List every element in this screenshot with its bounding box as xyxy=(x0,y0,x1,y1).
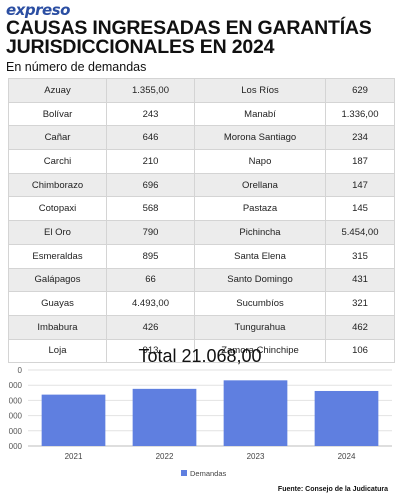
y-tick-label: 000 xyxy=(9,427,23,436)
province-name-cell: Napo xyxy=(194,149,326,174)
page-subtitle: En número de demandas xyxy=(6,60,147,74)
province-value-cell: 4.493,00 xyxy=(106,291,195,316)
province-name-cell: Azuay xyxy=(8,78,107,103)
province-name-cell: Santa Elena xyxy=(194,243,326,269)
bar xyxy=(314,390,379,446)
province-value-cell: 696 xyxy=(106,172,195,198)
x-tick-label: 2023 xyxy=(247,452,265,461)
table-row: Galápagos 66 Santo Domingo 431 xyxy=(8,267,395,293)
province-value-cell: 431 xyxy=(325,267,395,293)
bar xyxy=(223,380,288,446)
province-value-cell: 147 xyxy=(325,172,395,198)
province-value-cell: 5.454,00 xyxy=(325,220,395,245)
page-title: CAUSAS INGRESADAS EN GARANTÍAS JURISDICC… xyxy=(6,17,372,58)
province-name-cell: Morona Santiago xyxy=(194,125,326,151)
province-value-cell: 66 xyxy=(106,267,195,293)
x-tick-label: 2024 xyxy=(338,452,356,461)
province-name-cell: Sucumbíos xyxy=(194,291,326,316)
province-value-cell: 629 xyxy=(325,78,395,103)
x-tick-label: 2022 xyxy=(156,452,174,461)
province-name-cell: Guayas xyxy=(8,291,107,316)
province-value-cell: 234 xyxy=(325,125,395,151)
province-value-cell: 187 xyxy=(325,149,395,174)
province-name-cell: Galápagos xyxy=(8,267,107,293)
province-name-cell: Orellana xyxy=(194,172,326,198)
table-row: El Oro 790 Pichincha 5.454,00 xyxy=(8,220,395,245)
province-name-cell: Tungurahua xyxy=(194,314,326,340)
province-value-cell: 1.336,00 xyxy=(325,101,395,127)
y-tick-label: 000 xyxy=(9,442,23,451)
province-name-cell: Loja xyxy=(8,338,107,364)
province-value-cell: 790 xyxy=(106,220,195,245)
province-value-cell: 568 xyxy=(106,196,195,222)
y-tick-label: 000 xyxy=(9,396,23,405)
brand-logo: expreso xyxy=(6,1,70,19)
province-name-cell: Pichincha xyxy=(194,220,326,245)
table-row: Guayas 4.493,00 Sucumbíos 321 xyxy=(8,291,395,316)
province-value-cell: 210 xyxy=(106,149,195,174)
province-name-cell: Zamora Chinchipe xyxy=(194,338,326,364)
province-value-cell: 646 xyxy=(106,125,195,151)
province-value-cell: 426 xyxy=(106,314,195,340)
province-name-cell: Cañar xyxy=(8,125,107,151)
table-row: Cotopaxi 568 Pastaza 145 xyxy=(8,196,395,222)
source-note: Fuente: Consejo de la Judicatura xyxy=(277,486,388,493)
province-name-cell: Esmeraldas xyxy=(8,243,107,269)
table-row: Chimborazo 696 Orellana 147 xyxy=(8,172,395,198)
province-name-cell: Santo Domingo xyxy=(194,267,326,293)
x-tick-label: 2021 xyxy=(65,452,83,461)
table-row: Esmeraldas 895 Santa Elena 315 xyxy=(8,243,395,269)
y-tick-label: 0 xyxy=(18,366,23,375)
table-row: Carchi 210 Napo 187 xyxy=(8,149,395,174)
province-value-cell: 462 xyxy=(325,314,395,340)
total-label: Total 21.068,00 xyxy=(138,346,262,366)
table-row: Loja 913 Zamora Chinchipe 106 xyxy=(8,338,395,364)
province-name-cell: Imbabura xyxy=(8,314,107,340)
province-value-cell: 243 xyxy=(106,101,195,127)
province-name-cell: Bolívar xyxy=(8,101,107,127)
province-value-cell: 106 xyxy=(325,338,395,364)
province-name-cell: El Oro xyxy=(8,220,107,245)
province-name-cell: Chimborazo xyxy=(8,172,107,198)
province-name-cell: Los Ríos xyxy=(194,78,326,103)
y-tick-label: 000 xyxy=(9,381,23,390)
table-row: Bolívar 243 Manabí 1.336,00 xyxy=(8,101,395,127)
province-value-cell: 1.355,00 xyxy=(106,78,195,103)
bar xyxy=(41,394,106,446)
province-value-cell: 895 xyxy=(106,243,195,269)
province-name-cell: Pastaza xyxy=(194,196,326,222)
province-name-cell: Manabí xyxy=(194,101,326,127)
table-row: Imbabura 426 Tungurahua 462 xyxy=(8,314,395,340)
province-value-cell: 315 xyxy=(325,243,395,269)
legend-label: Demandas xyxy=(190,469,227,478)
bar xyxy=(132,388,197,446)
provinces-table: Azuay 1.355,00 Los Ríos 629 Bolívar 243 Manabí… xyxy=(8,78,395,364)
province-value-cell: 321 xyxy=(325,291,395,316)
province-value-cell: 145 xyxy=(325,196,395,222)
legend-swatch xyxy=(181,470,187,476)
province-name-cell: Cotopaxi xyxy=(8,196,107,222)
province-value-cell: 913 xyxy=(106,338,195,364)
y-tick-label: 000 xyxy=(9,412,23,421)
province-name-cell: Carchi xyxy=(8,149,107,174)
table-row: Cañar 646 Morona Santiago 234 xyxy=(8,125,395,151)
table-row: Azuay 1.355,00 Los Ríos 629 xyxy=(8,78,395,103)
